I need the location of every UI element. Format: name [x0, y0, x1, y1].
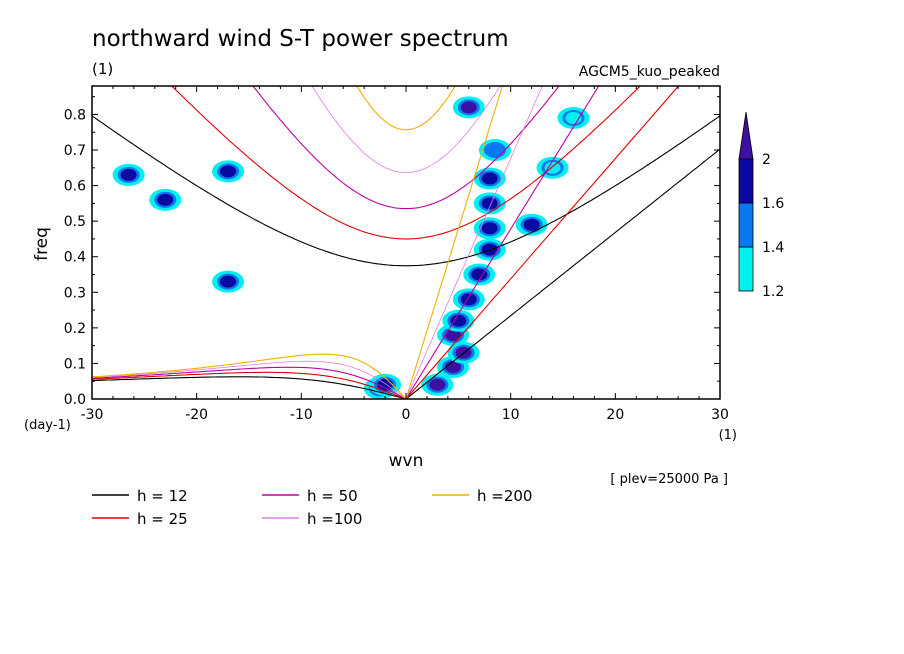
x-tick-label-1: -20	[185, 407, 208, 423]
ig-curve-h200	[356, 86, 456, 131]
colorbar-label-0: 1.2	[762, 284, 784, 300]
x-tick-label-6: 30	[711, 407, 729, 423]
x-tick-label-5: 20	[606, 407, 624, 423]
x-axis-label: wvn	[389, 451, 424, 471]
x-tick-label-2: -10	[290, 407, 313, 423]
power-region-core-11	[481, 197, 498, 210]
legend-label-h12: h = 12	[137, 487, 188, 505]
power-region-core-10	[481, 222, 498, 235]
y-tick-label-2: 0.2	[64, 321, 86, 337]
colorbar-label-1: 1.4	[762, 240, 784, 256]
rossby-curve-h25	[92, 371, 407, 399]
x-tick-label-0: -30	[81, 407, 104, 423]
y-tick-label-3: 0.3	[64, 285, 86, 301]
y-axis-label: freq	[32, 227, 52, 261]
legend-label-h100: h =100	[307, 510, 362, 528]
colorbar-top-triangle	[738, 111, 754, 160]
ig-curve-h25	[171, 86, 641, 240]
colorbar-segment-0	[738, 246, 754, 292]
model-label: AGCM5_kuo_peaked	[579, 64, 720, 80]
power-region-core-21	[220, 275, 237, 288]
x-tick-label-3: 0	[402, 407, 411, 423]
ig-curve-h50	[252, 86, 560, 210]
power-region-core-14	[460, 101, 477, 114]
power-region-core-6	[450, 314, 467, 327]
power-region-core-2	[429, 378, 446, 391]
power-region-core-19	[157, 193, 174, 206]
x-tick-label-4: 10	[502, 407, 520, 423]
ig-curve-h100	[311, 86, 501, 174]
ig-curve-h12	[92, 115, 720, 267]
title-unit: (1)	[92, 60, 113, 78]
power-region-core-3	[445, 360, 462, 373]
y-tick-label-8: 0.8	[64, 107, 86, 123]
level-note: [ plev=25000 Pa ]	[610, 472, 728, 487]
kelvin-curve-h25	[405, 86, 680, 399]
curve-legend: h = 12 h = 25 h = 50 h =100 h =200	[92, 487, 532, 528]
colorbar-label-2: 1.6	[762, 196, 784, 212]
kelvin-curve-h12	[405, 148, 720, 399]
power-region-core-15	[523, 218, 540, 231]
power-region-core-13	[486, 144, 503, 157]
y-tick-label-6: 0.6	[64, 179, 86, 195]
y-tick-label-1: 0.1	[64, 356, 86, 372]
legend-label-h50: h = 50	[307, 487, 358, 505]
kelvin-curve-h100	[405, 86, 543, 399]
y-tick-label-0: 0.0	[64, 392, 86, 408]
colorbar-label-3: 2	[762, 152, 771, 168]
power-region-core-18	[120, 168, 137, 181]
power-region-core-20	[220, 165, 237, 178]
colorbar: 1.2 1.4 1.6 2	[738, 111, 784, 300]
legend-label-h25: h = 25	[137, 510, 188, 528]
plot-area	[92, 86, 720, 399]
rossby-curve-h12	[92, 376, 407, 399]
rossby-curve-h50	[92, 366, 407, 399]
kelvin-curve-h200	[405, 86, 503, 399]
rossby-curve-h200	[92, 353, 407, 399]
y-tick-label-7: 0.7	[64, 143, 86, 159]
x-axis-unit: (1)	[719, 428, 737, 443]
chart-title: northward wind S-T power spectrum	[92, 26, 509, 52]
colorbar-segment-1	[738, 202, 754, 248]
power-regions	[112, 96, 590, 399]
y-axis-unit: (day-1)	[24, 418, 71, 433]
power-region-core-8	[471, 268, 488, 281]
axis-ticks: -30 -20 -10 0 10 20 30 0.0 0.1 0.2 0.3 0.4 0.5 0.6 0.7…	[64, 86, 729, 423]
power-region-core-16	[544, 161, 561, 174]
kelvin-curve-h50	[405, 86, 600, 399]
y-tick-label-5: 0.5	[64, 214, 86, 230]
power-region-core-5	[445, 328, 462, 341]
colorbar-segment-2	[738, 158, 754, 204]
y-tick-label-4: 0.4	[64, 250, 86, 266]
legend-label-h200: h =200	[477, 487, 532, 505]
dispersion-curves	[92, 86, 720, 399]
power-region-core-12	[481, 172, 498, 185]
rossby-curve-h100	[92, 360, 407, 399]
power-region-core-7	[460, 293, 477, 306]
